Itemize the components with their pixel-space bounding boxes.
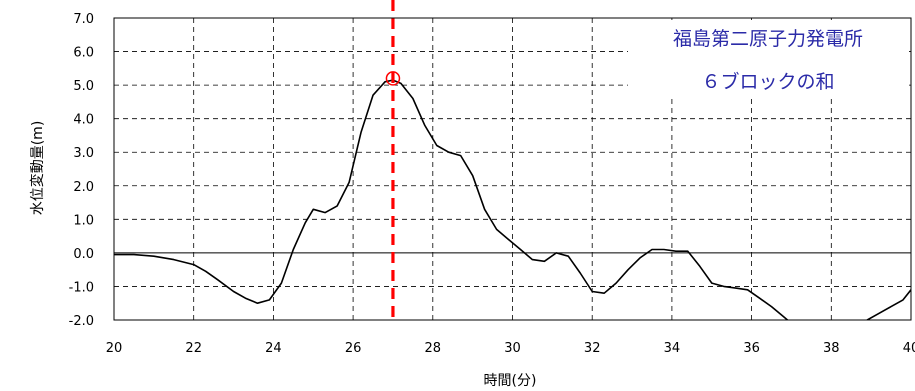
y-tick-label-8: 6.0 (73, 46, 94, 61)
y-tick-labels: -2.0 -1.0 0.0 1.0 2.0 3.0 4.0 5.0 6.0 7.0 (69, 12, 94, 329)
x-tick-label-0: 20 (106, 341, 123, 356)
y-tick-label-9: 7.0 (73, 12, 94, 27)
y-tick-label-5: 3.0 (73, 146, 94, 161)
plot-frame (113, 17, 912, 321)
x-tick-label-7: 34 (664, 341, 681, 356)
annotations: 福島第二原子力発電所 ６ブロックの和 (628, 20, 909, 98)
series-group (114, 79, 911, 320)
x-tick-label-10: 40 (903, 341, 915, 356)
annotation-box (628, 20, 909, 98)
x-tick-labels: 20 22 24 26 28 30 32 34 36 38 40 (106, 341, 915, 356)
y-tick-label-4: 2.0 (73, 180, 94, 195)
y-tick-label-6: 4.0 (73, 113, 94, 128)
y-tick-label-3: 1.0 (73, 213, 94, 228)
x-tick-label-9: 38 (823, 341, 840, 356)
x-tick-label-5: 30 (504, 341, 521, 356)
x-tick-label-6: 32 (584, 341, 601, 356)
series-line-0 (114, 79, 911, 320)
y-axis-title: 水位変動量(m) (29, 121, 46, 216)
y-tick-label-0: -2.0 (69, 314, 94, 329)
x-tick-label-1: 22 (185, 341, 202, 356)
annotation-plant-name: 福島第二原子力発電所 (673, 28, 863, 50)
x-tick-label-3: 26 (345, 341, 362, 356)
grid (114, 18, 911, 320)
y-tick-label-7: 5.0 (73, 79, 94, 94)
y-tick-label-2: 0.0 (73, 247, 94, 262)
x-tick-label-4: 28 (425, 341, 442, 356)
annotation-block-sum: ６ブロックの和 (701, 70, 834, 93)
x-axis-title: 時間(分) (484, 373, 537, 389)
x-tick-label-8: 36 (743, 341, 760, 356)
y-tick-label-1: -1.0 (69, 280, 94, 295)
marker-group (385, 0, 401, 320)
peak-marker (385, 71, 401, 86)
x-tick-label-2: 24 (265, 341, 282, 356)
